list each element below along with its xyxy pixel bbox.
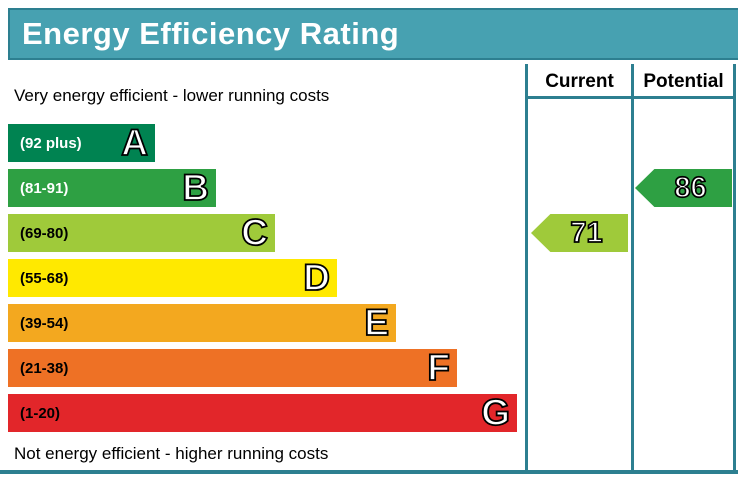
potential-rating-arrow: 86 — [635, 169, 732, 207]
page-title: Energy Efficiency Rating — [22, 16, 400, 51]
current-rating-arrow: 71 — [531, 214, 628, 252]
table-divider-middle — [631, 64, 634, 472]
band-row-a: (92 plus) A — [8, 121, 155, 163]
potential-column-header: Potential — [643, 71, 724, 92]
band-letter: D — [302, 256, 331, 298]
band-range-label: (81-91) — [20, 179, 69, 197]
band-row-d: (55-68) D — [8, 256, 337, 298]
band-row-b: (81-91) B — [8, 166, 216, 208]
band-row-e: (39-54) E — [8, 301, 396, 343]
band-letter: B — [181, 166, 210, 208]
band-range-label: (1-20) — [20, 404, 61, 422]
band-range-label: (21-38) — [20, 359, 69, 377]
band-range-label: (39-54) — [20, 314, 69, 332]
table-divider-left — [525, 64, 528, 472]
band-row-f: (21-38) F — [8, 346, 457, 388]
band-letter: F — [427, 346, 451, 388]
band-letter: A — [120, 121, 149, 163]
header-underline — [525, 96, 736, 99]
band-letter: C — [240, 211, 269, 253]
current-column-header: Current — [545, 71, 614, 92]
band-row-g: (1-20) G — [8, 391, 517, 433]
band-row-c: (69-80) C — [8, 211, 275, 253]
band-letter: E — [363, 301, 389, 343]
band-letter: G — [480, 391, 511, 433]
band-range-label: (92 plus) — [20, 134, 82, 152]
bottom-rule — [0, 470, 738, 474]
bottom-caption: Not energy efficient - higher running co… — [14, 444, 329, 463]
current-rating-value: 71 — [570, 216, 604, 249]
potential-rating-value: 86 — [674, 171, 708, 204]
band-range-label: (55-68) — [20, 269, 69, 287]
title-bar: Energy Efficiency Rating — [8, 8, 738, 60]
top-caption: Very energy efficient - lower running co… — [14, 86, 330, 105]
table-divider-right — [733, 64, 736, 472]
band-range-label: (69-80) — [20, 224, 69, 242]
